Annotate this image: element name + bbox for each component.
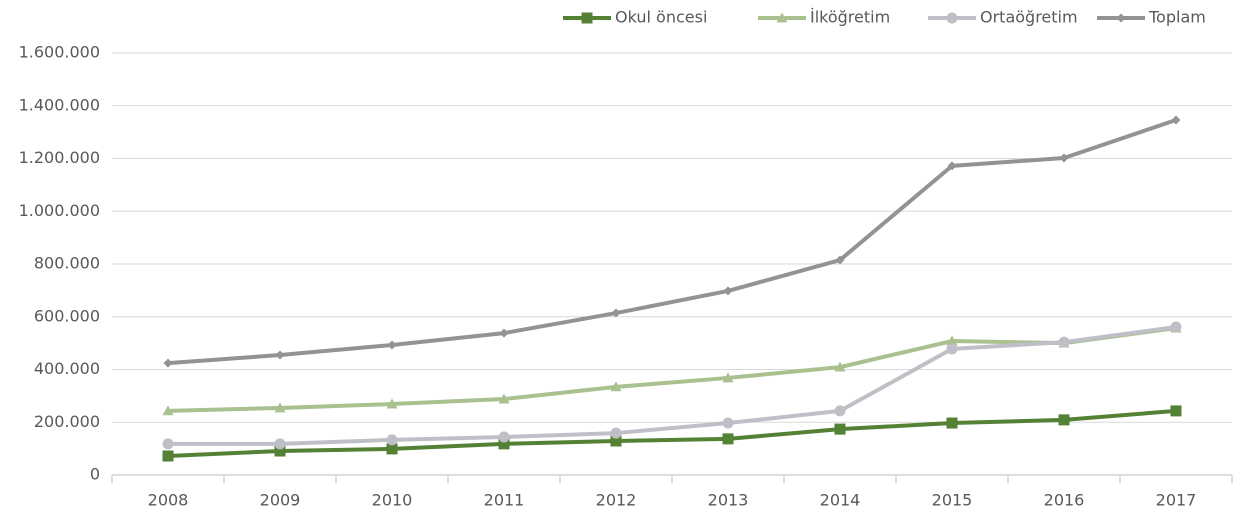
marker (1171, 115, 1181, 125)
marker (722, 433, 734, 445)
legend-label: Ortaöğretim (980, 8, 1078, 27)
marker (946, 343, 958, 355)
y-tick-label: 0 (90, 465, 100, 484)
y-tick-label: 600.000 (34, 306, 100, 325)
marker (947, 161, 957, 171)
series-line (167, 118, 1177, 366)
y-tick-label: 1.000.000 (19, 201, 100, 220)
x-tick-label: 2010 (372, 491, 413, 510)
legend-label: Toplam (1148, 8, 1206, 27)
series-line (167, 326, 1177, 413)
marker (274, 402, 286, 413)
marker (581, 12, 593, 24)
x-tick-label: 2014 (820, 491, 861, 510)
marker (1058, 414, 1070, 426)
legend-label: İlköğretim (810, 8, 890, 27)
marker (611, 308, 621, 318)
y-tick-label: 1.600.000 (19, 43, 100, 62)
marker (162, 450, 174, 462)
marker (1170, 321, 1182, 333)
legend-label: Okul öncesi (615, 8, 707, 27)
y-tick-label: 1.200.000 (19, 148, 100, 167)
marker (610, 381, 622, 392)
marker (498, 393, 510, 404)
x-tick-label: 2011 (484, 491, 525, 510)
marker (386, 443, 398, 455)
marker (946, 417, 958, 429)
marker (834, 405, 846, 417)
x-tick-label: 2017 (1156, 491, 1197, 510)
x-tick-label: 2012 (596, 491, 637, 510)
y-tick-label: 800.000 (34, 254, 100, 273)
marker (835, 255, 845, 265)
marker (499, 328, 509, 338)
marker (275, 350, 285, 360)
marker (386, 398, 398, 409)
marker (387, 340, 397, 350)
marker (498, 431, 510, 443)
x-tick-label: 2013 (708, 491, 749, 510)
marker (834, 423, 846, 435)
marker (162, 405, 174, 416)
marker (162, 438, 174, 450)
y-tick-label: 400.000 (34, 359, 100, 378)
marker (722, 417, 734, 429)
marker (1059, 153, 1069, 163)
x-tick-label: 2015 (932, 491, 973, 510)
marker (274, 445, 286, 457)
x-tick-label: 2016 (1044, 491, 1085, 510)
marker (498, 438, 510, 450)
marker (610, 435, 622, 447)
x-tick-label: 2009 (260, 491, 301, 510)
series-line (167, 408, 1177, 459)
marker (1170, 405, 1182, 417)
marker (722, 372, 734, 383)
y-tick-label: 1.400.000 (19, 95, 100, 114)
marker (1116, 13, 1126, 23)
marker (1058, 336, 1070, 348)
marker (163, 358, 173, 368)
marker (946, 12, 958, 24)
x-tick-label: 2008 (148, 491, 189, 510)
marker (834, 361, 846, 372)
marker (386, 434, 398, 446)
marker (723, 286, 733, 296)
marker (946, 335, 958, 346)
marker (610, 427, 622, 439)
marker (776, 12, 788, 23)
marker (274, 438, 286, 450)
y-tick-label: 200.000 (34, 412, 100, 431)
series-line (168, 325, 1177, 446)
